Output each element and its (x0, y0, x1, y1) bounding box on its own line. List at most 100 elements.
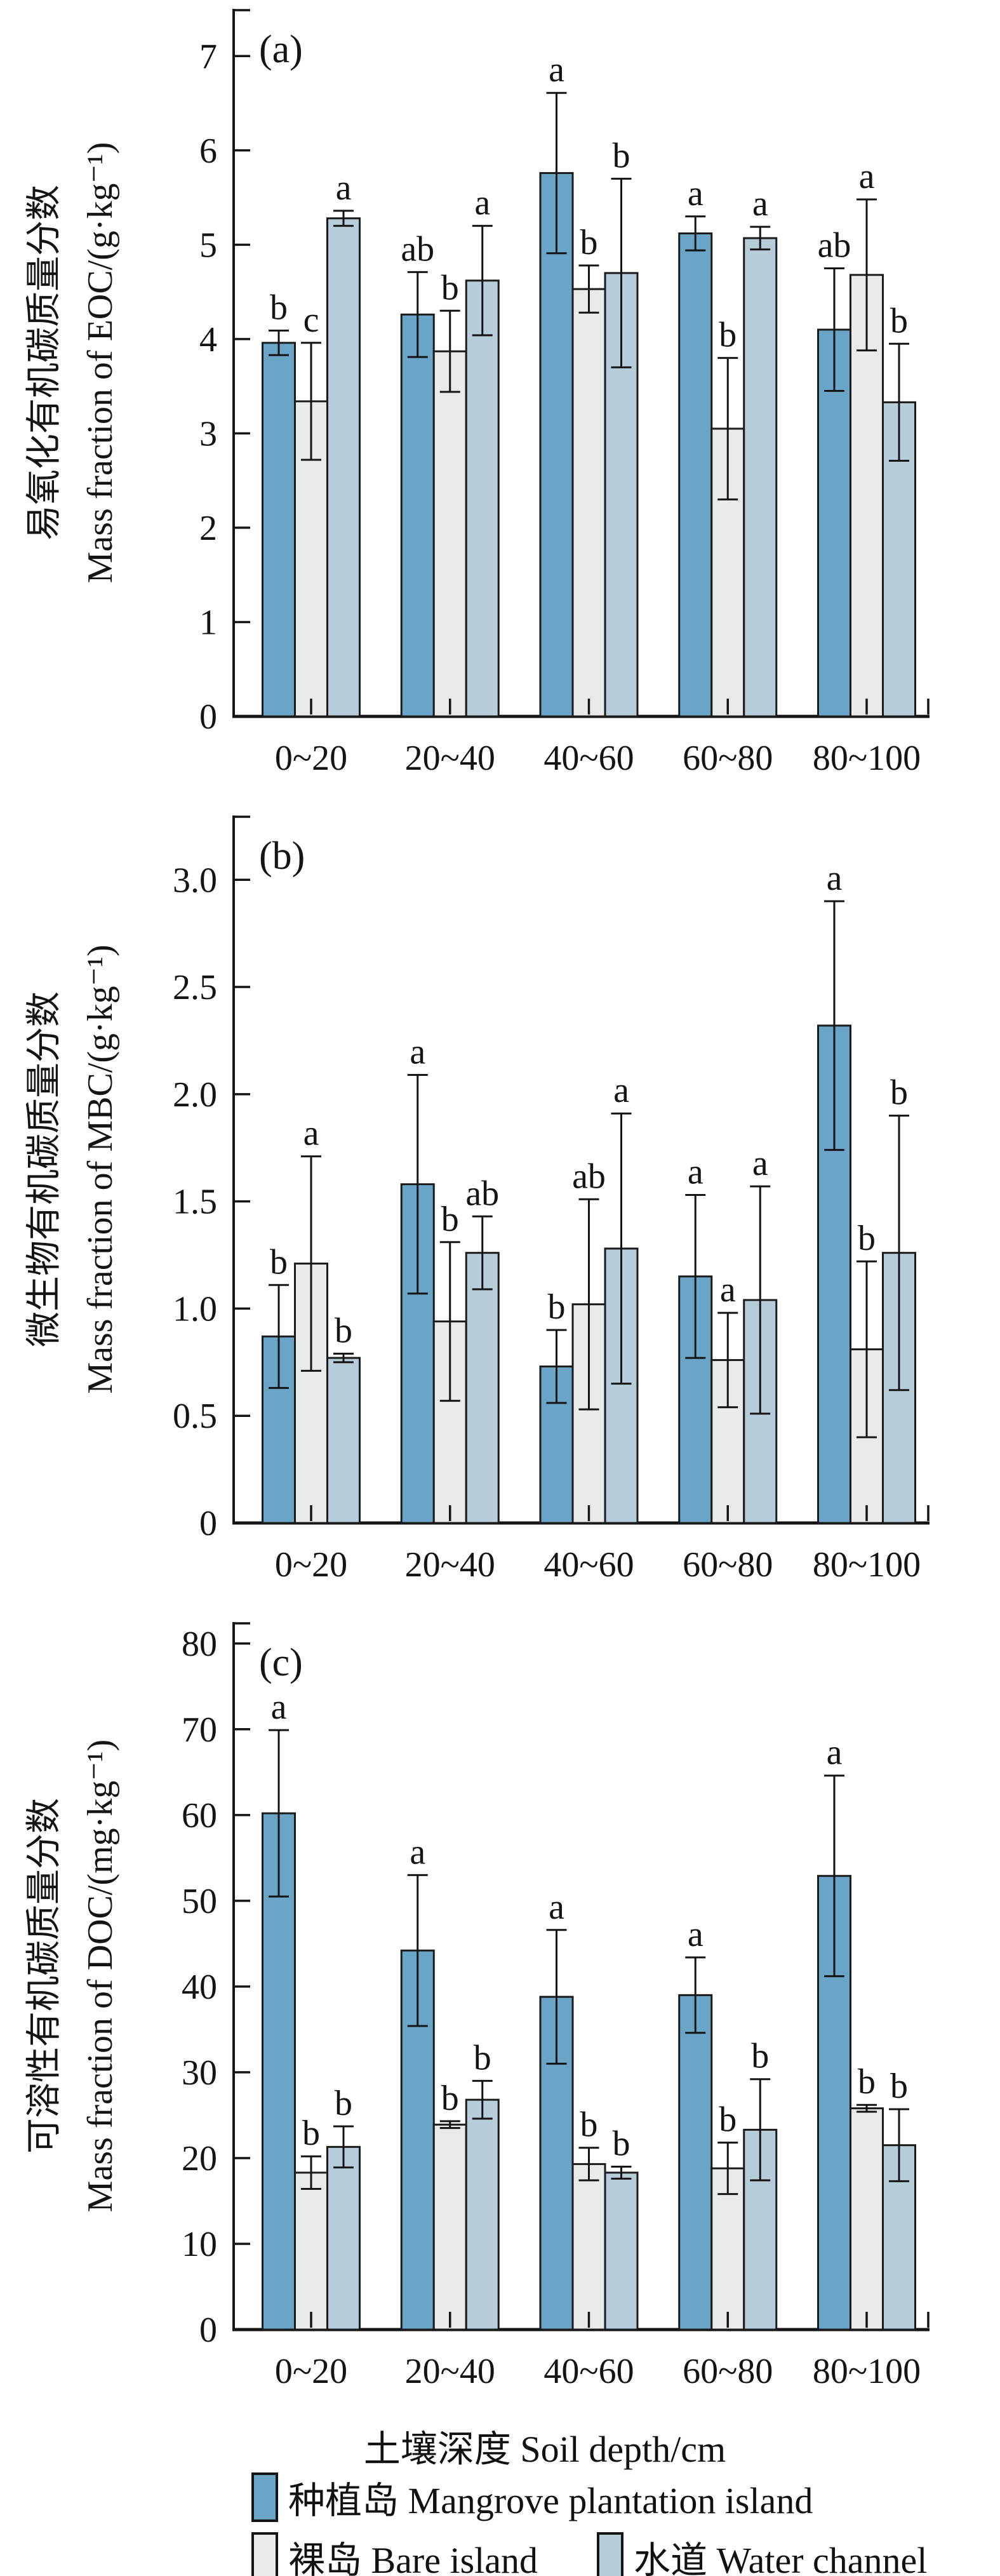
sig-letter: b (613, 2124, 630, 2163)
sig-letter: a (859, 157, 875, 196)
sig-letter: b (719, 316, 737, 355)
sig-letter: b (335, 2084, 352, 2123)
sig-letter: a (688, 174, 703, 213)
sig-letter: ab (818, 225, 851, 265)
y-tick-label: 0 (199, 697, 217, 737)
sig-letter: a (827, 859, 843, 898)
bare-island-swatch (251, 2532, 278, 2576)
y-tick-label: 0 (199, 1504, 217, 1543)
bar (465, 279, 500, 718)
x-tick-label: 80~100 (813, 1545, 921, 1585)
y-tick-label: 1.5 (173, 1183, 217, 1222)
bar (817, 328, 851, 718)
sig-letter: b (302, 2114, 320, 2153)
y-tick-label: 1 (199, 603, 217, 642)
sig-letter: ab (401, 229, 434, 269)
y-tick-label: 2.0 (173, 1075, 217, 1115)
sig-letter: b (890, 1073, 908, 1113)
y-tick-label: 3 (199, 414, 217, 453)
y-tick-label: 40 (182, 1968, 217, 2007)
y-tick-label: 60 (182, 1796, 217, 1835)
sig-letter: a (720, 1270, 736, 1310)
x-tick-label: 60~80 (683, 739, 773, 778)
bar (465, 2098, 500, 2331)
sig-letter: b (335, 1311, 352, 1350)
y-axis-label-en: Mass fraction of EOC/(g·kg⁻¹) (81, 142, 120, 584)
bar (571, 2163, 606, 2331)
bar (539, 171, 574, 718)
x-tick-label: 20~40 (405, 739, 495, 778)
sig-letter: a (336, 168, 352, 208)
legend-item-plantation-island: 种植岛 Mangrove plantation island (251, 2471, 813, 2524)
sig-letter: ab (465, 1174, 499, 1213)
sig-letter: b (270, 1242, 288, 1282)
sig-letter: b (751, 2037, 769, 2076)
bar (571, 1303, 606, 1524)
sig-letter: b (580, 223, 598, 262)
bar (326, 217, 361, 718)
bar (743, 237, 778, 718)
y-tick-label: 0 (199, 2311, 217, 2350)
sig-letter: b (890, 2067, 908, 2106)
legend-label-water-channel: 水道 Water channel (634, 2540, 928, 2576)
x-tick-label: 40~60 (543, 1545, 634, 1585)
panel-a-eoc-chart: 0 1 2 3 4 5 6 7 b c a 0~20 ab b a 20~40 a b b 40~60 a b a 60~80… (0, 0, 1000, 807)
sig-letter: c (303, 300, 319, 340)
x-tick-label: 60~80 (683, 2352, 773, 2391)
sig-letter: a (549, 1888, 564, 1927)
x-tick-label: 40~60 (543, 739, 634, 778)
sig-letter: a (827, 1733, 843, 1773)
x-tick-label: 20~40 (405, 2352, 495, 2391)
sig-letter: b (270, 288, 288, 327)
sig-letter: b (441, 2079, 459, 2118)
y-axis-label-cn: 易氧化有机碳质量分数 (25, 185, 64, 540)
bar (326, 2145, 361, 2331)
y-tick-label: 70 (182, 1710, 217, 1750)
water-channel-swatch (597, 2532, 623, 2576)
sig-letter: a (474, 184, 490, 223)
x-tick-label: 20~40 (405, 1545, 495, 1585)
y-tick-label: 5 (199, 225, 217, 265)
bar (294, 2171, 328, 2331)
sig-letter: b (719, 2100, 737, 2140)
sig-letter: a (752, 184, 768, 224)
bar (432, 350, 467, 718)
sig-letter: a (752, 1144, 768, 1183)
y-tick-label: 1.0 (173, 1289, 217, 1329)
sig-letter: b (474, 2038, 491, 2077)
sig-letter: b (613, 136, 630, 175)
bar (678, 1994, 713, 2331)
x-tick-label: 0~20 (275, 1545, 347, 1585)
x-axis-title: 土壤深度 Soil depth/cm (0, 2421, 1000, 2478)
y-axis-label-cn: 可溶性有机碳质量分数 (25, 1798, 64, 2154)
sig-letter: a (688, 1915, 703, 1954)
y-tick-label: 20 (182, 2139, 217, 2178)
y-tick-label: 50 (182, 1882, 217, 1921)
panel-label: (a) (259, 28, 303, 71)
x-tick-label: 0~20 (275, 739, 347, 778)
plantation-island-swatch (251, 2472, 278, 2522)
sig-letter: b (441, 1200, 459, 1239)
y-axis-label-cn: 微生物有机碳质量分数 (25, 991, 64, 1347)
x-tick-label: 60~80 (683, 1545, 773, 1585)
bar (262, 1812, 296, 2331)
sig-letter: a (303, 1114, 319, 1153)
panel-c-doc-chart: 0 10 20 30 40 50 60 70 80 a b b 0~20 a b b 20~40 a b b 40~60… (0, 1613, 1000, 2420)
sig-letter: a (549, 50, 564, 90)
sig-letter: a (613, 1071, 629, 1110)
sig-letter: a (410, 1832, 425, 1872)
x-axis-title-text: 土壤深度 Soil depth/cm (363, 2429, 726, 2470)
sig-letter: a (271, 1687, 287, 1727)
y-tick-label: 10 (182, 2225, 217, 2264)
y-tick-label: 2 (199, 509, 217, 548)
sig-letter: b (858, 1219, 876, 1258)
bar (571, 288, 606, 718)
x-tick-label: 80~100 (813, 739, 921, 778)
bar (678, 232, 713, 718)
legend-item-bare-island: 裸岛 Bare island (251, 2530, 538, 2576)
x-tick-label: 40~60 (543, 2352, 634, 2391)
panel-b-svg: 00.51.01.52.02.53.0bab0~20abab20~40baba4… (25, 815, 930, 1585)
y-tick-label: 3.0 (173, 861, 217, 900)
